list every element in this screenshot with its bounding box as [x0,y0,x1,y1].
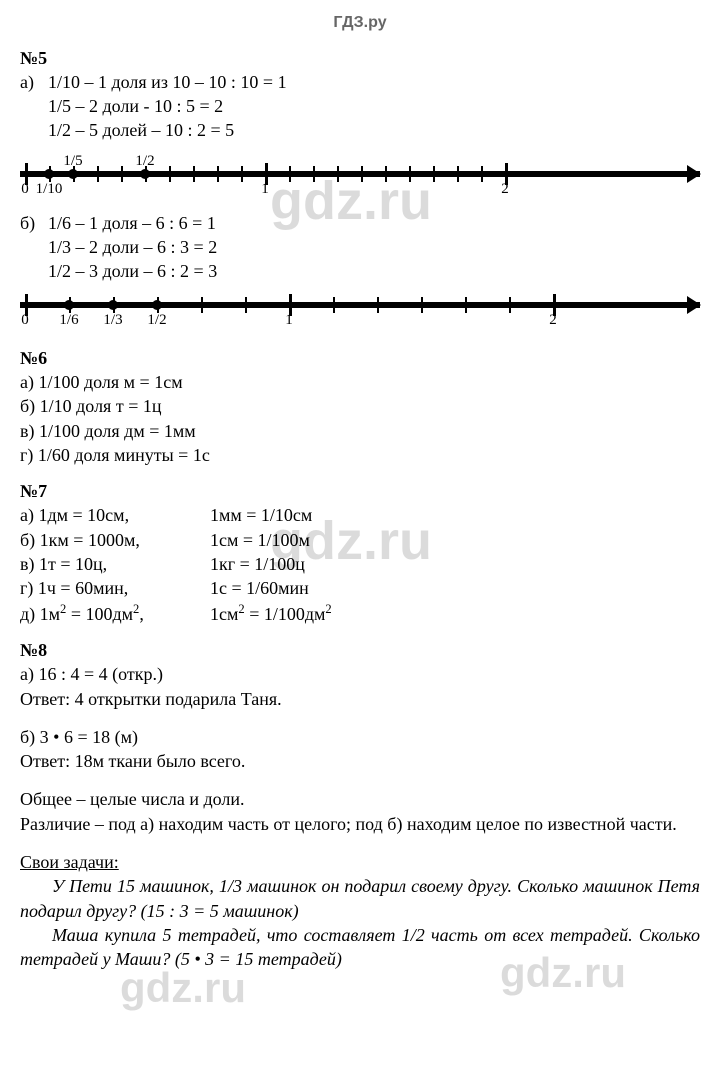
p7-row: в) 1т = 10ц,1кг = 1/100ц [20,552,700,576]
numberline-a: 0121/101/51/2 [20,149,700,201]
p6-line: а) 1/100 доля м = 1см [20,370,700,394]
p8a-line: а) 16 : 4 = 4 (откр.) [20,662,700,686]
p8b-line: Ответ: 18м ткани было всего. [20,749,700,773]
p6-line: г) 1/60 доля минуты = 1с [20,443,700,467]
p5a-line: 1/2 – 5 долей – 10 : 2 = 5 [48,118,287,142]
p8a-line: Ответ: 4 открытки подарила Таня. [20,687,700,711]
p5b-line: 1/2 – 3 доли – 6 : 2 = 3 [48,259,217,283]
problem-5-title: №5 [20,46,700,70]
problem-7-title: №7 [20,479,700,503]
p5a-label: а) [20,70,48,143]
own-task: У Пети 15 машинок, 1/3 машинок он подари… [20,874,700,923]
problem-6-title: №6 [20,346,700,370]
p5a-line: 1/5 – 2 доли - 10 : 5 = 2 [48,94,287,118]
p8-common: Различие – под а) находим часть от целог… [20,812,700,836]
p8-common: Общее – целые числа и доли. [20,787,700,811]
own-task: Маша купила 5 тетрадей, что составляет 1… [20,923,700,972]
p7-row: г) 1ч = 60мин,1с = 1/60мин [20,576,700,600]
problem-8-title: №8 [20,638,700,662]
p7-row: д) 1м2 = 100дм2, 1см2 = 1/100дм2 [20,601,700,626]
p6-line: б) 1/10 доля т = 1ц [20,394,700,418]
p5b-line: 1/3 – 2 доли – 6 : 3 = 2 [48,235,217,259]
p6-line: в) 1/100 доля дм = 1мм [20,419,700,443]
site-header: ГДЗ.ру [20,12,700,34]
p7-row: б) 1км = 1000м,1см = 1/100м [20,528,700,552]
p5a-line: 1/10 – 1 доля из 10 – 10 : 10 = 1 [48,70,287,94]
p5b-label: б) [20,211,48,284]
own-tasks-title: Свои задачи: [20,850,700,874]
p8b-line: б) 3 • 6 = 18 (м) [20,725,700,749]
numberline-b: 0121/61/31/2 [20,290,700,334]
p5b-line: 1/6 – 1 доля – 6 : 6 = 1 [48,211,217,235]
p7-row: а) 1дм = 10см,1мм = 1/10см [20,503,700,527]
